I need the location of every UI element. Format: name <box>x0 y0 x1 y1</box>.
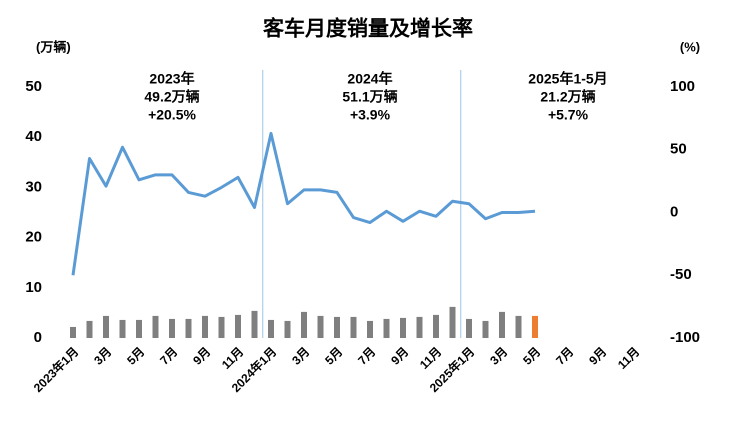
annotation: 2024年 <box>347 71 392 87</box>
x-tick-label: 7月 <box>157 344 180 367</box>
bar <box>218 316 225 338</box>
bar <box>433 314 439 338</box>
bar <box>169 318 175 338</box>
bar <box>119 319 126 338</box>
y2-tick-label: -50 <box>670 266 692 283</box>
bar <box>482 320 489 338</box>
bar <box>350 316 357 338</box>
growth-line <box>71 131 536 276</box>
y2-tick-label: 100 <box>670 78 695 95</box>
x-tick-label: 5月 <box>520 344 543 367</box>
bar <box>499 311 505 338</box>
x-tick-label: 9月 <box>388 344 411 367</box>
x-tick-label: 5月 <box>322 344 345 367</box>
annotation: 21.2万辆 <box>540 89 595 105</box>
x-tick-label: 2023年1月 <box>30 344 81 395</box>
x-tick-label: 11月 <box>219 344 246 371</box>
bar <box>284 320 291 338</box>
bar <box>136 319 142 338</box>
x-tick-label: 3月 <box>289 344 312 367</box>
bar <box>185 318 192 338</box>
bar <box>383 318 390 338</box>
x-tick-label: 7月 <box>553 344 576 367</box>
y2-tick-label: -100 <box>670 329 700 346</box>
bar <box>103 315 109 338</box>
y-tick-label: 50 <box>25 78 42 95</box>
x-tick-label: 11月 <box>417 344 444 371</box>
y2-tick-label: 50 <box>670 141 687 158</box>
chart-title: 客车月度销量及增长率 <box>263 17 473 41</box>
bar <box>449 306 456 338</box>
bar <box>268 319 274 338</box>
bar <box>301 311 307 338</box>
x-tick-label: 9月 <box>190 344 213 367</box>
y-tick-label: 40 <box>25 128 42 145</box>
y-tick-label: 20 <box>25 229 42 246</box>
x-tick-label: 9月 <box>586 344 609 367</box>
y2-tick-label: 0 <box>670 203 678 220</box>
bar <box>515 315 522 338</box>
x-tick-label: 3月 <box>91 344 114 367</box>
y-tick-label: 0 <box>34 329 42 346</box>
bar <box>416 316 423 338</box>
bar <box>532 315 538 338</box>
bar <box>202 315 208 338</box>
bar <box>400 317 406 338</box>
y2-axis-label: (%) <box>680 39 700 54</box>
x-tick-label: 3月 <box>487 344 510 367</box>
bar <box>251 310 258 338</box>
bar <box>317 315 324 338</box>
y-tick-label: 30 <box>25 178 42 195</box>
x-tick-label: 7月 <box>355 344 378 367</box>
y-axis-label: (万辆) <box>36 39 71 54</box>
annotation: +5.7% <box>548 107 589 123</box>
bar <box>235 314 241 338</box>
bar <box>70 326 76 338</box>
annotation: +20.5% <box>148 107 196 123</box>
annotation: 51.1万辆 <box>342 89 397 105</box>
bar <box>466 318 472 338</box>
annotation: 2025年1-5月 <box>528 71 607 87</box>
x-tick-label: 5月 <box>124 344 147 367</box>
bar <box>367 320 373 338</box>
annotation: 49.2万辆 <box>144 89 199 105</box>
x-tick-label: 11月 <box>615 344 642 371</box>
bar <box>152 315 159 338</box>
annotation: +3.9% <box>350 107 391 123</box>
annotation: 2023年 <box>149 71 194 87</box>
y-tick-label: 10 <box>25 279 42 296</box>
bar <box>86 320 93 338</box>
bar <box>334 316 340 338</box>
